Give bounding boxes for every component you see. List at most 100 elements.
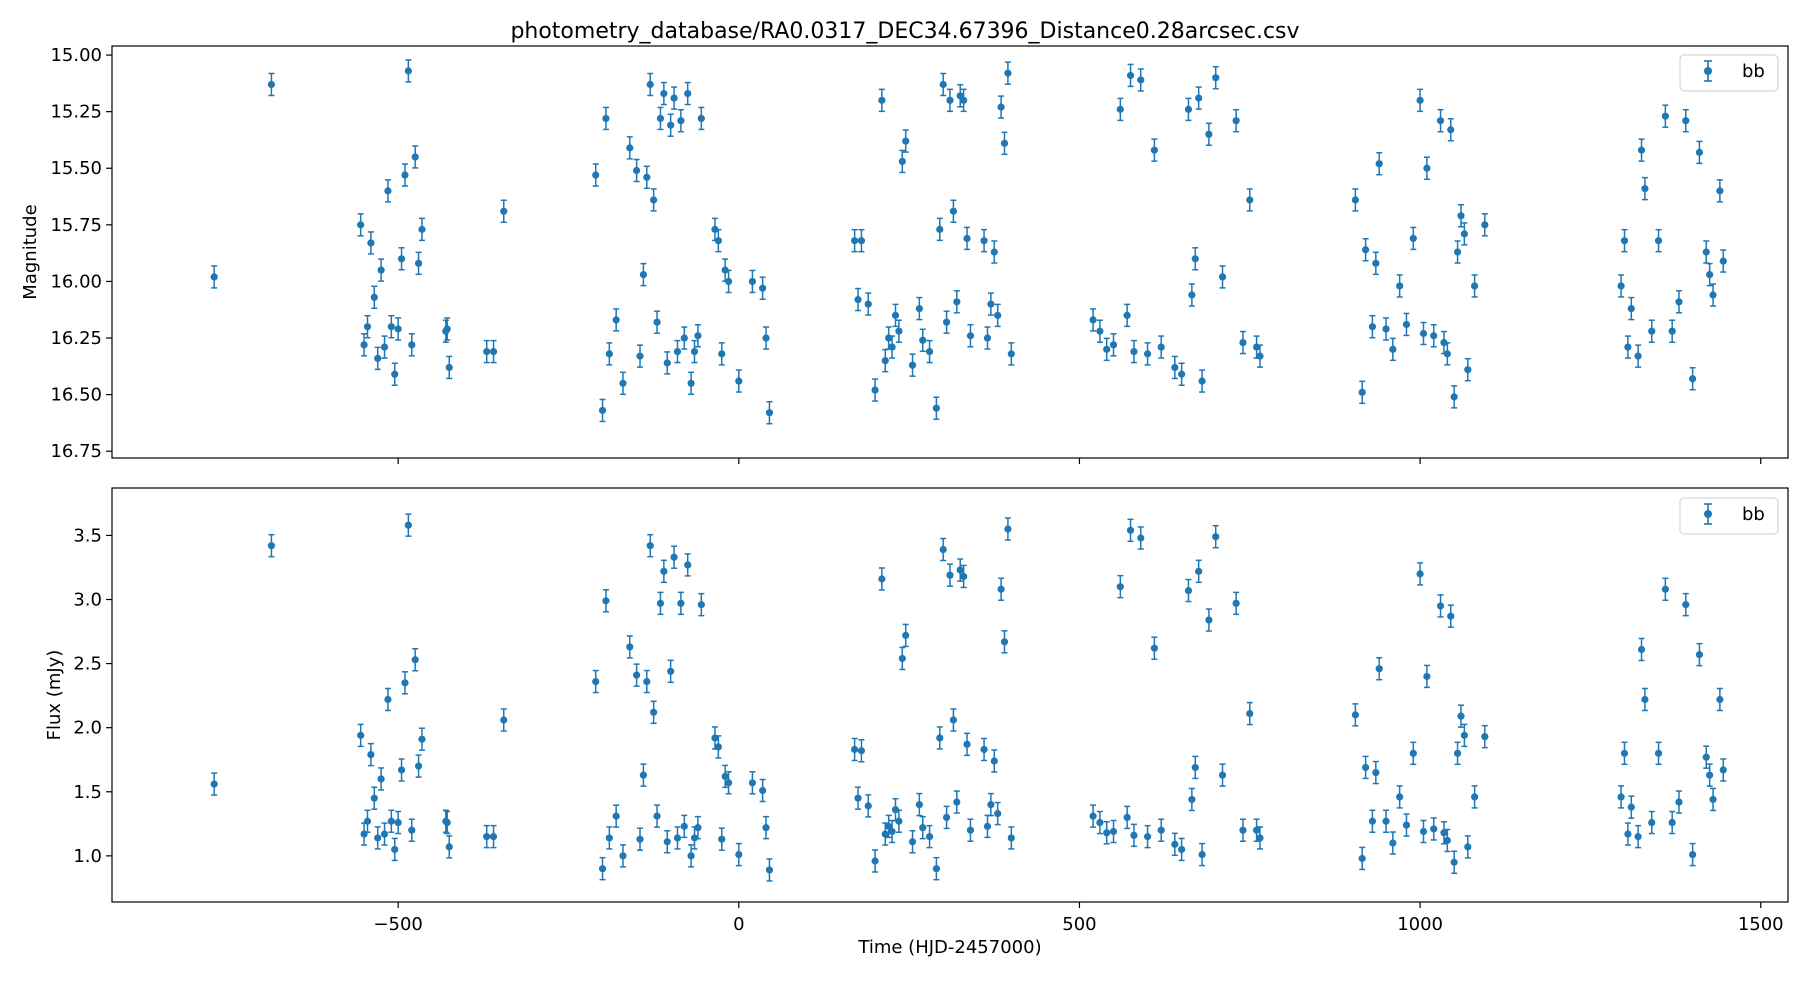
magnitude-data-point — [377, 258, 385, 282]
magnitude-data-point — [605, 342, 613, 366]
flux-data-point — [397, 758, 406, 782]
flux-data-point — [997, 577, 1005, 602]
magnitude-data-point — [987, 292, 995, 316]
flux-data-point — [1443, 828, 1451, 853]
magnitude-data-point — [864, 292, 872, 316]
flux-ytick-label: 1.5 — [73, 782, 102, 803]
magnitude-data-point — [1624, 335, 1632, 359]
magnitude-data-point — [1453, 240, 1462, 264]
magnitude-data-point — [1464, 357, 1472, 382]
flux-data-point — [1103, 821, 1111, 845]
flux-data-point — [759, 778, 767, 803]
flux-data-point — [1205, 608, 1213, 632]
magnitude-data-point — [374, 346, 382, 371]
magnitude-data-point — [925, 339, 934, 364]
flux-data-point — [936, 726, 944, 750]
flux-data-point — [612, 804, 620, 828]
flux-data-point — [898, 646, 906, 671]
flux-data-point — [1706, 763, 1714, 787]
flux-xtick-label: 0 — [733, 914, 744, 935]
magnitude-data-point — [1695, 140, 1704, 165]
magnitude-data-point — [445, 355, 453, 380]
flux-data-point — [1239, 818, 1247, 842]
flux-ytick-label: 2.5 — [73, 654, 102, 675]
magnitude-data-point — [1368, 314, 1377, 339]
magnitude-data-point — [871, 378, 879, 402]
magnitude-data-point — [902, 129, 910, 153]
flux-data-point — [643, 669, 651, 694]
magnitude-data-point — [851, 228, 859, 253]
flux-data-point — [1178, 837, 1186, 862]
flux-data-point — [762, 815, 770, 840]
flux-data-point — [857, 739, 866, 763]
flux-data-point — [1668, 810, 1676, 835]
magnitude-data-point — [724, 269, 733, 294]
magnitude-data-point — [990, 240, 998, 264]
flux-data-point — [748, 771, 757, 795]
flux-ylabel: Flux (mJy) — [44, 650, 65, 741]
magnitude-data-point — [1617, 274, 1625, 298]
flux-data-point — [1372, 760, 1380, 785]
magnitude-data-point — [1351, 188, 1359, 212]
magnitude-data-point — [643, 165, 651, 190]
flux-data-point — [210, 772, 218, 796]
flux-data-point — [663, 830, 671, 854]
flux-data-point — [445, 835, 453, 859]
flux-data-point — [677, 591, 685, 616]
magnitude-data-point — [1402, 312, 1411, 337]
magnitude-data-point — [687, 371, 695, 396]
magnitude-data-point — [1409, 226, 1417, 251]
magnitude-data-point — [711, 217, 719, 242]
flux-data-point — [735, 842, 743, 867]
flux-xtick-label: 1000 — [1397, 914, 1443, 935]
flux-data-point — [656, 591, 665, 616]
flux-data-point — [1007, 826, 1015, 850]
flux-data-point — [1109, 819, 1118, 844]
flux-data-point — [1648, 810, 1656, 835]
flux-data-point — [680, 814, 688, 839]
magnitude-data-point — [602, 106, 610, 131]
magnitude-data-point — [370, 285, 378, 310]
magnitude-data-point — [1184, 97, 1193, 122]
flux-data-point — [946, 563, 954, 587]
magnitude-data-point — [660, 81, 668, 106]
magnitude-data-point — [919, 328, 927, 353]
magnitude-data-point — [949, 199, 958, 224]
flux-data-point — [636, 827, 644, 851]
magnitude-data-point — [656, 106, 665, 131]
flux-data-point — [1256, 826, 1264, 850]
flux-data-point — [411, 648, 419, 672]
flux-data-point — [1382, 809, 1390, 834]
flux-data-point — [1719, 758, 1727, 782]
x-axis-label: Time (HJD-2457000) — [857, 937, 1041, 958]
magnitude-data-point — [1143, 342, 1152, 366]
magnitude-data-point — [598, 398, 607, 423]
magnitude-data-point — [881, 348, 889, 373]
flux-data-point — [667, 659, 675, 684]
magnitude-data-point — [1641, 176, 1649, 201]
magnitude-data-point — [404, 59, 412, 83]
magnitude-data-point — [1382, 317, 1390, 341]
flux-data-point — [878, 567, 886, 591]
magnitude-data-point — [1178, 362, 1186, 386]
flux-data-point — [915, 792, 923, 817]
flux-data-point — [721, 764, 729, 789]
magnitude-data-point — [1396, 274, 1404, 298]
magnitude-ytick-label: 16.25 — [50, 328, 102, 349]
magnitude-data-point — [408, 333, 416, 357]
flux-data-point — [1702, 745, 1710, 769]
flux-data-point — [990, 749, 998, 773]
magnitude-data-point — [670, 86, 678, 110]
flux-data-point — [888, 819, 896, 844]
magnitude-legend-label: bb — [1742, 61, 1765, 82]
magnitude-data-point — [1443, 342, 1451, 366]
magnitude-ytick-label: 15.50 — [50, 158, 102, 179]
magnitude-data-point — [673, 339, 682, 364]
magnitude-data-point — [1637, 138, 1646, 162]
flux-data-point — [1000, 630, 1009, 654]
flux-data-point — [1624, 822, 1632, 846]
flux-ytick-label: 1.0 — [73, 846, 102, 867]
magnitude-data-point — [980, 228, 988, 253]
flux-xtick-label: 1500 — [1738, 914, 1784, 935]
